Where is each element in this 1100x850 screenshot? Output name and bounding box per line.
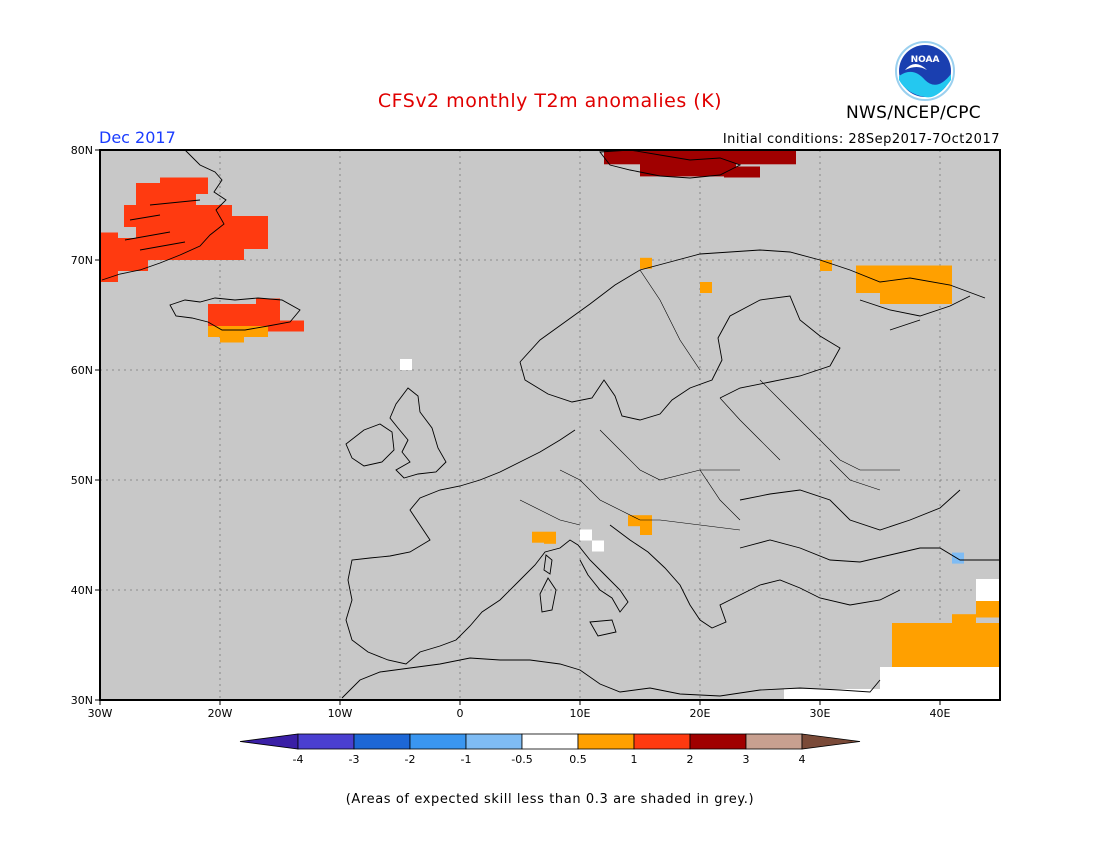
map-gridlines <box>100 150 1000 700</box>
legend-arrow-left <box>239 733 299 750</box>
anomaly-cell <box>820 260 832 271</box>
lon-label: 20E <box>690 707 711 720</box>
legend-bin <box>633 733 691 750</box>
anomaly-cell <box>640 257 652 269</box>
anomaly-cell <box>640 524 652 535</box>
lon-label: 0 <box>457 707 464 720</box>
lon-label: 10E <box>570 707 591 720</box>
neutral-cell <box>400 359 412 370</box>
latitude-labels: 30N 40N 50N 60N 70N 80N <box>71 144 100 707</box>
legend-bin <box>409 733 467 750</box>
noaa-logo-text: NOAA <box>911 55 940 65</box>
map-frame <box>99 149 1001 701</box>
initial-conditions: Initial conditions: 28Sep2017-7Oct2017 <box>722 132 1000 147</box>
anomaly-cell <box>904 271 952 282</box>
anomaly-cell <box>724 166 760 178</box>
legend-bin <box>577 733 635 750</box>
anomaly-cell <box>160 177 208 194</box>
neutral-cell <box>880 667 1000 700</box>
longitude-labels: 30W 20W 10W 0 10E 20E 30E 40E <box>88 700 951 720</box>
legend-arrow-right <box>801 733 861 750</box>
legend-tick-label: 4 <box>799 753 806 766</box>
neutral-cell <box>976 579 1000 601</box>
color-legend: -4 -3 -2 -1 -0.5 0.5 1 2 3 4 <box>239 733 861 766</box>
legend-tick-label: 2 <box>687 753 694 766</box>
legend-bin <box>521 733 579 750</box>
lat-label: 80N <box>71 144 93 157</box>
lat-label: 30N <box>71 694 93 707</box>
lon-label: 30W <box>88 707 113 720</box>
legend-tick-label: -0.5 <box>511 753 532 766</box>
footnote: (Areas of expected skill less than 0.3 a… <box>345 792 755 807</box>
legend-bin <box>465 733 523 750</box>
legend-tick-label: -3 <box>349 753 360 766</box>
legend-tick-label: -2 <box>405 753 416 766</box>
anomaly-cells <box>100 150 1000 700</box>
lon-label: 10W <box>328 707 353 720</box>
legend-tick-label: 3 <box>743 753 750 766</box>
map-title: CFSv2 monthly T2m anomalies (K) <box>377 90 723 112</box>
coastlines <box>101 149 1000 699</box>
neutral-cell <box>580 529 592 541</box>
anomaly-cell <box>544 532 556 544</box>
organization-label: NWS/NCEP/CPC <box>846 103 981 123</box>
anomaly-cell <box>136 216 220 238</box>
legend-tick-label: 0.5 <box>569 753 587 766</box>
lat-label: 40N <box>71 584 93 597</box>
lat-label: 50N <box>71 474 93 487</box>
lat-label: 70N <box>71 254 93 267</box>
forecast-month: Dec 2017 <box>99 128 176 147</box>
anomaly-cell <box>100 232 118 282</box>
neutral-cell <box>592 540 604 552</box>
legend-tick-label: 1 <box>631 753 638 766</box>
lat-label: 60N <box>71 364 93 377</box>
legend-bin <box>689 733 747 750</box>
anomaly-cell <box>892 623 1000 667</box>
legend-bin <box>745 733 803 750</box>
anomaly-cell <box>628 515 652 527</box>
lon-label: 40E <box>930 707 951 720</box>
anomaly-cell <box>640 162 736 177</box>
anomaly-cell <box>952 614 976 631</box>
legend-tick-label: -1 <box>461 753 472 766</box>
anomaly-cell <box>880 287 952 304</box>
anomaly-cell <box>952 552 964 564</box>
neutral-cell <box>784 689 880 700</box>
anomaly-cell <box>700 282 712 293</box>
legend-bin <box>353 733 411 750</box>
legend-bin <box>297 733 355 750</box>
anomaly-cell <box>220 331 244 343</box>
lon-label: 20W <box>208 707 233 720</box>
noaa-logo-icon: NOAA <box>895 41 955 101</box>
legend-tick-label: -4 <box>293 753 304 766</box>
country-borders <box>519 269 900 531</box>
anomaly-cell <box>256 298 280 315</box>
lon-label: 30E <box>810 707 831 720</box>
